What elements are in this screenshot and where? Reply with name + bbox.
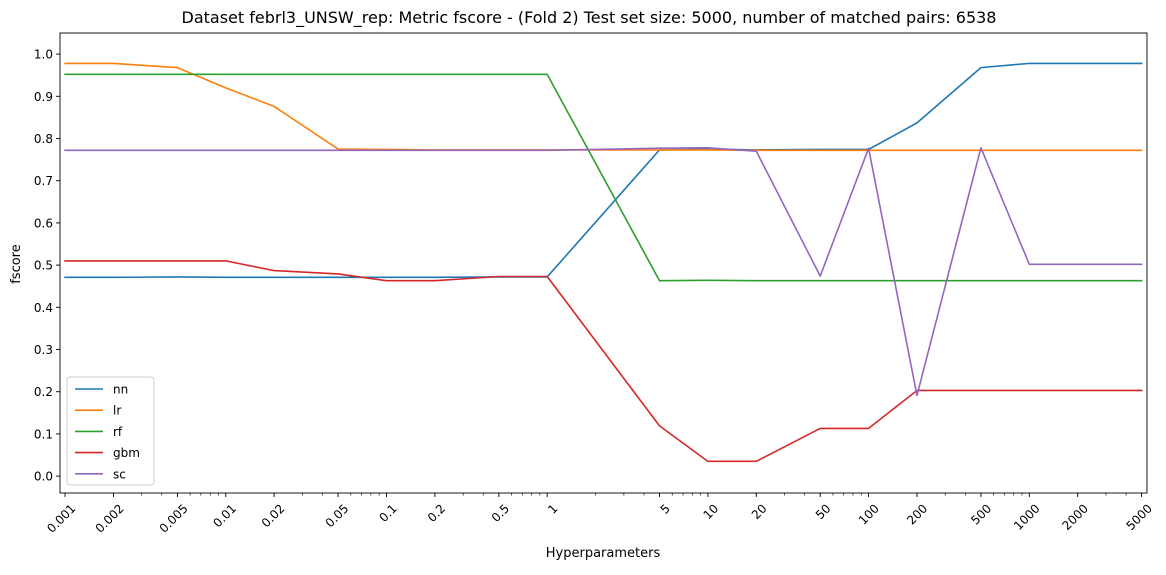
series-line-sc	[64, 146, 1143, 397]
x-tick-label: 500	[968, 501, 994, 527]
y-axis-label: fscore	[9, 244, 24, 284]
x-tick-label: 200	[904, 501, 930, 527]
series-line-nn	[64, 62, 1143, 279]
legend-label-gbm: gbm	[113, 446, 140, 460]
legend-label-lr: lr	[113, 404, 121, 418]
x-tick-label: 1000	[1011, 501, 1042, 532]
x-tick-label: 0.5	[489, 501, 512, 524]
y-tick-label: 0.7	[34, 174, 53, 188]
y-tick-label: 0.0	[34, 470, 53, 484]
chart-title: Dataset febrl3_UNSW_rep: Metric fscore -…	[182, 8, 997, 28]
x-tick-label: 0.02	[259, 501, 288, 530]
y-tick-label: 0.1	[34, 427, 53, 441]
y-tick-label: 0.8	[34, 132, 53, 146]
plot-frame	[59, 32, 1148, 494]
plot-area: 0.0 0.1 0.2 0.3 0.4 0.5 0.6 0.7 0.8 0.9 1.0 0.001 0.…	[34, 32, 1155, 536]
x-tick-label: 1	[545, 501, 560, 516]
series-line-rf	[64, 73, 1143, 282]
x-tick-label: 0.05	[323, 501, 352, 530]
x-tick-label: 0.001	[44, 501, 78, 535]
x-tick-label: 0.1	[376, 501, 399, 524]
legend: nn lr rf gbm sc	[66, 376, 155, 486]
legend-box	[66, 376, 155, 486]
x-tick-label: 0.005	[157, 501, 191, 535]
x-tick-label: 20	[749, 501, 770, 522]
x-tick-label: 100	[856, 501, 882, 527]
y-tick-label: 0.4	[34, 301, 53, 315]
x-axis-label: Hyperparameters	[546, 546, 661, 561]
y-tick-label: 0.6	[34, 216, 53, 230]
x-tick-label: 0.01	[210, 501, 239, 530]
legend-label-nn: nn	[113, 383, 128, 397]
y-tick-label: 0.3	[34, 343, 53, 357]
legend-label-rf: rf	[113, 425, 123, 439]
x-tick-label: 10	[701, 501, 722, 522]
y-tick-label: 0.9	[34, 90, 53, 104]
x-tick-label: 0.2	[425, 501, 448, 524]
y-tick-label: 1.0	[34, 48, 53, 62]
x-tick-label: 0.002	[93, 501, 127, 535]
y-tick-label: 0.5	[34, 259, 53, 273]
x-tick-label: 50	[813, 501, 834, 522]
series-line-gbm	[64, 260, 1143, 463]
x-tick-label: 5	[658, 501, 673, 516]
x-tick-label: 5000	[1123, 501, 1154, 532]
x-tick-label: 2000	[1060, 501, 1091, 532]
legend-label-sc: sc	[113, 467, 126, 481]
y-tick-label: 0.2	[34, 385, 53, 399]
series-line-lr	[64, 62, 1143, 152]
